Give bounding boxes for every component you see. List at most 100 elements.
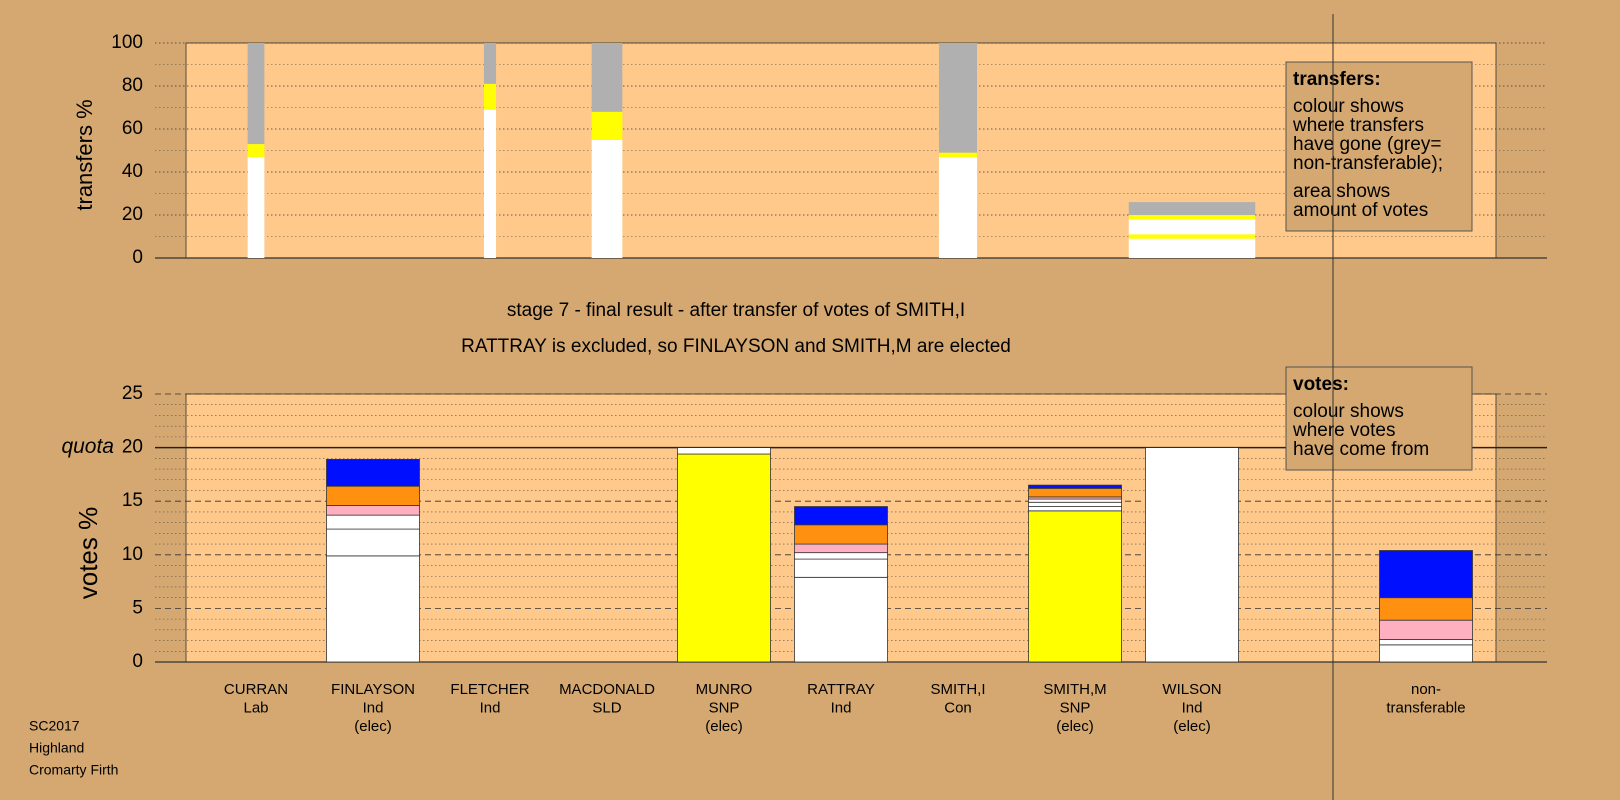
bar-segment [483,43,497,84]
y-tick-label: 20 [122,437,143,458]
x-tick-label: (elec) [1173,718,1211,735]
bar-segment [1128,238,1256,258]
bar-segment [247,156,265,258]
note-text: colour shows [1293,401,1404,422]
note-box [1285,366,1473,471]
x-tick-label: CURRAN [224,681,288,698]
bar-segment [326,485,420,506]
footer: Highland [29,740,84,756]
y-tick-label: 10 [122,544,143,565]
quota-label: quota [61,435,114,458]
x-tick-label: (elec) [705,718,743,735]
y-tick-label: 60 [122,118,143,139]
y-axis-label: votes % [73,507,103,600]
y-tick-label: 15 [122,490,143,511]
bar-segment [1379,550,1473,599]
bar-segment [1128,202,1256,215]
x-tick-label: RATTRAY [807,681,875,698]
x-tick-label: SNP [709,699,740,716]
x-tick-label: SNP [1060,699,1091,716]
y-tick-label: 0 [132,651,143,672]
bar-segment [483,109,497,259]
bar-segment [1379,619,1473,640]
x-tick-label: transferable [1386,699,1465,716]
bar-segment [1028,498,1122,503]
footer: SC2017 [29,718,80,734]
x-tick-label: SMITH,I [931,681,986,698]
bar-segment [1379,644,1473,663]
bar-segment [794,524,888,545]
note-text: where votes [1292,420,1395,441]
x-tick-label: Lab [243,699,268,716]
bar-segment [591,111,623,140]
x-tick-label: Ind [363,699,384,716]
x-tick-label: Con [944,699,972,716]
bar-segment [483,83,497,110]
y-tick-label: 0 [132,247,143,268]
bar-segment [938,43,978,153]
bar-segment [794,576,888,663]
x-tick-label: (elec) [1056,718,1094,735]
bar-segment [1028,506,1122,512]
x-tick-label: Ind [480,699,501,716]
bar-segment [326,555,420,663]
x-tick-label: Ind [831,699,852,716]
bar-segment [794,552,888,560]
note-text: have gone (grey= [1293,134,1441,155]
y-tick-label: 25 [122,383,143,404]
bar-segment [1028,510,1122,663]
x-tick-label: SLD [592,699,621,716]
bar-segment [1028,487,1122,498]
note-text: have come from [1293,439,1429,460]
bar-segment [1128,219,1256,235]
bar-segment [1028,484,1122,489]
bar-segment [247,43,265,145]
bar-segment [1379,597,1473,621]
x-tick-label: (elec) [354,718,392,735]
x-tick-label: FLETCHER [450,681,529,698]
bar-segment [1379,639,1473,646]
bar-segment [326,528,420,557]
y-axis-label: transfers % [72,99,97,210]
note-text: area shows [1293,181,1390,202]
bar-segment [1128,234,1256,239]
note-box [1285,61,1473,232]
bar-segment [938,156,978,258]
bar-segment [794,543,888,554]
bar-segment [794,558,888,578]
x-tick-label: WILSON [1162,681,1221,698]
y-tick-label: 5 [132,597,143,618]
x-tick-label: non- [1411,681,1441,698]
x-tick-label: MUNRO [696,681,753,698]
bar-segment [326,514,420,530]
x-tick-label: Ind [1182,699,1203,716]
x-tick-label: MACDONALD [559,681,655,698]
bar-segment [794,506,888,526]
bar-segment [591,43,623,112]
y-tick-label: 20 [122,204,143,225]
caption: stage 7 - final result - after transfer … [507,300,965,321]
y-tick-label: 100 [111,32,143,53]
note-text: non-transferable); [1293,153,1443,174]
bar-segment [1145,447,1239,663]
caption: RATTRAY is excluded, so FINLAYSON and SM… [461,336,1011,357]
bar-segment [938,152,978,157]
bar-segment [326,505,420,516]
note-text: colour shows [1293,96,1404,117]
bar-segment [1028,501,1122,507]
footer: Cromarty Firth [29,762,118,778]
bar-segment [677,453,771,663]
note-heading: votes: [1293,374,1349,395]
bar-segment [591,139,623,258]
bar-segment [247,144,265,157]
note-heading: transfers: [1293,69,1381,90]
bar-segment [326,458,420,487]
bar-segment [677,447,771,455]
note-text: where transfers [1292,115,1424,136]
note-text: amount of votes [1293,200,1428,221]
x-tick-label: SMITH,M [1043,681,1106,698]
bar-segment [1128,215,1256,220]
y-tick-label: 40 [122,161,143,182]
